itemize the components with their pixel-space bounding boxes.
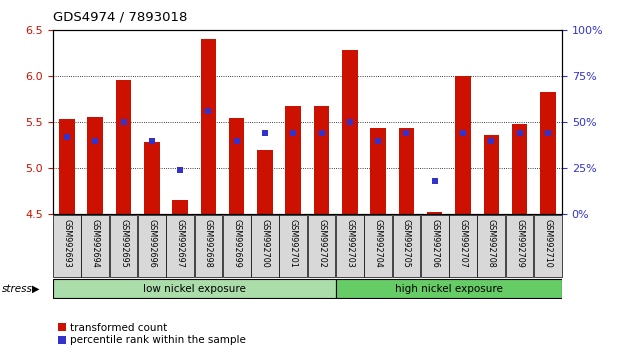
Bar xyxy=(342,50,358,214)
Text: GSM992699: GSM992699 xyxy=(232,219,241,268)
Bar xyxy=(512,124,527,214)
Text: GSM992710: GSM992710 xyxy=(543,219,552,268)
FancyBboxPatch shape xyxy=(392,215,420,277)
Text: GSM992696: GSM992696 xyxy=(147,219,156,268)
FancyBboxPatch shape xyxy=(279,215,307,277)
FancyBboxPatch shape xyxy=(307,215,335,277)
Text: GSM992698: GSM992698 xyxy=(204,219,213,268)
Text: stress: stress xyxy=(2,284,33,293)
Text: GSM992706: GSM992706 xyxy=(430,219,439,268)
FancyBboxPatch shape xyxy=(53,215,81,277)
FancyBboxPatch shape xyxy=(449,215,477,277)
Text: GSM992701: GSM992701 xyxy=(289,219,297,268)
FancyBboxPatch shape xyxy=(194,215,222,277)
Text: GSM992704: GSM992704 xyxy=(374,219,383,268)
Text: GSM992700: GSM992700 xyxy=(260,219,270,268)
Legend: transformed count, percentile rank within the sample: transformed count, percentile rank withi… xyxy=(58,322,247,345)
Bar xyxy=(484,135,499,214)
FancyBboxPatch shape xyxy=(505,215,533,277)
Text: ▶: ▶ xyxy=(32,284,40,293)
Bar xyxy=(370,128,386,214)
FancyBboxPatch shape xyxy=(251,215,279,277)
Bar xyxy=(314,105,329,214)
Text: low nickel exposure: low nickel exposure xyxy=(143,284,246,293)
Bar xyxy=(540,92,556,214)
Text: GSM992694: GSM992694 xyxy=(91,219,100,268)
Text: GSM992703: GSM992703 xyxy=(345,219,355,268)
FancyBboxPatch shape xyxy=(53,279,336,298)
Bar xyxy=(144,142,160,214)
Text: GSM992705: GSM992705 xyxy=(402,219,411,268)
Text: GSM992695: GSM992695 xyxy=(119,219,128,268)
Text: GSM992707: GSM992707 xyxy=(458,219,468,268)
FancyBboxPatch shape xyxy=(336,279,562,298)
FancyBboxPatch shape xyxy=(478,215,505,277)
FancyBboxPatch shape xyxy=(110,215,137,277)
FancyBboxPatch shape xyxy=(223,215,250,277)
Text: GSM992693: GSM992693 xyxy=(63,219,71,268)
Text: GSM992697: GSM992697 xyxy=(176,219,184,268)
Bar xyxy=(455,76,471,214)
FancyBboxPatch shape xyxy=(166,215,194,277)
FancyBboxPatch shape xyxy=(81,215,109,277)
Bar xyxy=(172,200,188,214)
Bar xyxy=(88,116,103,214)
Text: GSM992702: GSM992702 xyxy=(317,219,326,268)
Bar xyxy=(229,119,245,214)
Bar xyxy=(116,80,131,214)
Text: GSM992709: GSM992709 xyxy=(515,219,524,268)
FancyBboxPatch shape xyxy=(138,215,166,277)
Bar xyxy=(399,128,414,214)
Bar xyxy=(201,39,216,214)
FancyBboxPatch shape xyxy=(421,215,448,277)
Text: GDS4974 / 7893018: GDS4974 / 7893018 xyxy=(53,11,187,24)
Bar xyxy=(286,105,301,214)
FancyBboxPatch shape xyxy=(534,215,562,277)
Bar xyxy=(427,212,443,214)
FancyBboxPatch shape xyxy=(336,215,364,277)
Text: high nickel exposure: high nickel exposure xyxy=(395,284,503,293)
Bar xyxy=(257,150,273,214)
Text: GSM992708: GSM992708 xyxy=(487,219,496,268)
Bar xyxy=(59,119,75,214)
FancyBboxPatch shape xyxy=(365,215,392,277)
